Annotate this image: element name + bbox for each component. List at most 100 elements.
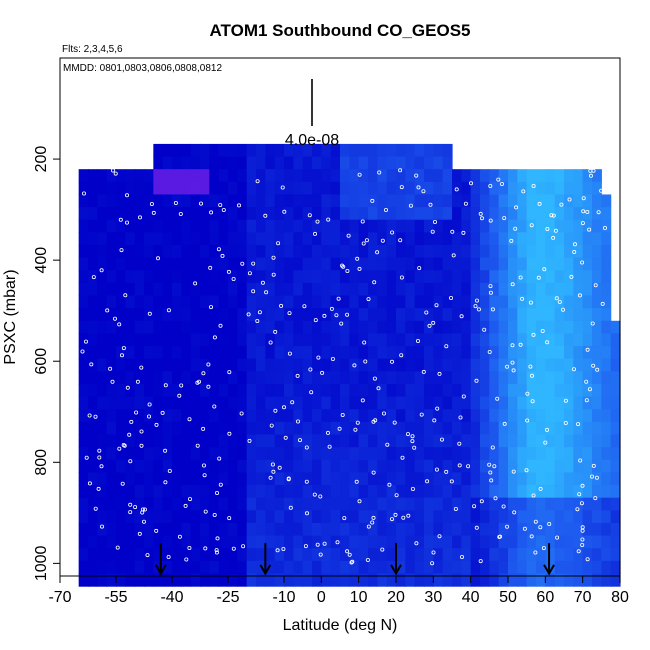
observation-marker bbox=[600, 301, 605, 306]
heatmap-cell bbox=[358, 282, 369, 297]
heatmap-cell bbox=[480, 181, 490, 196]
heatmap-cell bbox=[582, 472, 593, 486]
heatmap-cell bbox=[172, 308, 182, 322]
heatmap-cell bbox=[256, 295, 266, 309]
heatmap-cell bbox=[433, 232, 444, 246]
heatmap-cell bbox=[125, 560, 136, 575]
heatmap-cell bbox=[545, 257, 556, 271]
x-axis-title: Latitude (deg N) bbox=[283, 617, 398, 634]
heatmap-cell bbox=[424, 447, 434, 461]
heatmap-cell bbox=[302, 207, 313, 221]
observation-marker bbox=[495, 396, 500, 401]
observation-marker bbox=[545, 427, 550, 432]
observation-marker bbox=[591, 463, 596, 468]
heatmap-cell bbox=[470, 383, 481, 398]
heatmap-cell bbox=[228, 194, 238, 208]
heatmap-cell bbox=[172, 156, 182, 170]
heatmap-cell bbox=[377, 219, 388, 233]
heatmap-cell bbox=[405, 522, 416, 537]
heatmap-cell bbox=[134, 383, 145, 398]
observation-marker bbox=[434, 303, 439, 308]
heatmap-cell bbox=[181, 282, 192, 297]
heatmap-cell bbox=[190, 535, 201, 549]
heatmap-cell bbox=[106, 560, 117, 575]
heatmap-cell bbox=[246, 169, 257, 183]
heatmap-cell bbox=[414, 169, 425, 183]
heatmap-cell bbox=[545, 358, 556, 372]
heatmap-cell bbox=[368, 270, 378, 284]
observation-marker bbox=[461, 394, 466, 399]
heatmap-cell bbox=[106, 244, 117, 259]
heatmap-cell bbox=[265, 156, 276, 170]
heatmap-cell bbox=[312, 447, 322, 461]
observation-marker bbox=[279, 303, 284, 308]
heatmap-cell bbox=[330, 383, 341, 398]
observation-marker bbox=[580, 483, 585, 488]
heatmap-cell bbox=[498, 194, 509, 208]
heatmap-cell bbox=[582, 244, 593, 259]
heatmap-cell bbox=[284, 510, 294, 524]
observation-marker bbox=[372, 376, 377, 381]
x-tick-label: 10 bbox=[350, 589, 368, 606]
observation-marker bbox=[287, 351, 292, 356]
heatmap-cell bbox=[526, 548, 537, 562]
heatmap-cell bbox=[97, 346, 108, 360]
observation-marker bbox=[160, 410, 165, 415]
observation-marker bbox=[585, 209, 590, 214]
heatmap-cell bbox=[592, 485, 602, 499]
observation-marker bbox=[312, 492, 317, 497]
heatmap-cell bbox=[461, 295, 472, 309]
heatmap-cell bbox=[386, 232, 397, 246]
heatmap-cell bbox=[340, 257, 350, 271]
heatmap-cell bbox=[218, 409, 229, 423]
heatmap-cell bbox=[536, 333, 546, 347]
heatmap-cell bbox=[190, 270, 201, 284]
heatmap-cell bbox=[330, 371, 341, 385]
heatmap-cell bbox=[172, 459, 182, 473]
heatmap-cell bbox=[433, 169, 444, 183]
heatmap-cell bbox=[480, 295, 490, 309]
heatmap-cell bbox=[564, 320, 574, 335]
heatmap-cell bbox=[88, 485, 98, 499]
observation-marker bbox=[584, 379, 589, 384]
observation-marker bbox=[307, 213, 312, 218]
heatmap-cell bbox=[106, 573, 117, 587]
heatmap-cell bbox=[414, 485, 425, 499]
observation-marker bbox=[371, 470, 376, 475]
heatmap-cell bbox=[200, 207, 210, 221]
heatmap-cell bbox=[554, 472, 565, 486]
heatmap-cell bbox=[377, 295, 388, 309]
heatmap-cell bbox=[564, 434, 574, 448]
heatmap-cell bbox=[88, 548, 98, 562]
heatmap-cell bbox=[106, 346, 117, 360]
heatmap-cell bbox=[162, 472, 173, 486]
observation-marker bbox=[398, 238, 403, 243]
heatmap-cell bbox=[321, 156, 332, 170]
heatmap-cell bbox=[78, 219, 89, 233]
heatmap-cell bbox=[414, 194, 425, 208]
heatmap-cell bbox=[181, 535, 192, 549]
heatmap-cell bbox=[536, 535, 546, 549]
heatmap-cell bbox=[312, 434, 322, 448]
heatmap-cell bbox=[106, 548, 117, 562]
heatmap-cell bbox=[106, 535, 117, 549]
heatmap-cell bbox=[573, 346, 584, 360]
heatmap-cell bbox=[508, 295, 518, 309]
observation-marker bbox=[510, 282, 515, 287]
observation-marker bbox=[389, 517, 394, 522]
heatmap-cell bbox=[293, 497, 304, 511]
heatmap-cell bbox=[330, 346, 341, 360]
heatmap-cell bbox=[125, 194, 136, 208]
heatmap-cell bbox=[284, 194, 294, 208]
heatmap-cell bbox=[153, 143, 164, 158]
y-tick-label: 200 bbox=[33, 146, 50, 173]
heatmap-cell bbox=[564, 535, 574, 549]
heatmap-cell bbox=[190, 434, 201, 448]
heatmap-cell bbox=[358, 472, 369, 486]
heatmap-cell bbox=[134, 320, 145, 335]
heatmap-cell bbox=[573, 497, 584, 511]
observation-marker bbox=[454, 187, 459, 192]
heatmap-cell bbox=[97, 282, 108, 297]
heatmap-cell bbox=[377, 472, 388, 486]
observation-marker bbox=[490, 445, 495, 450]
